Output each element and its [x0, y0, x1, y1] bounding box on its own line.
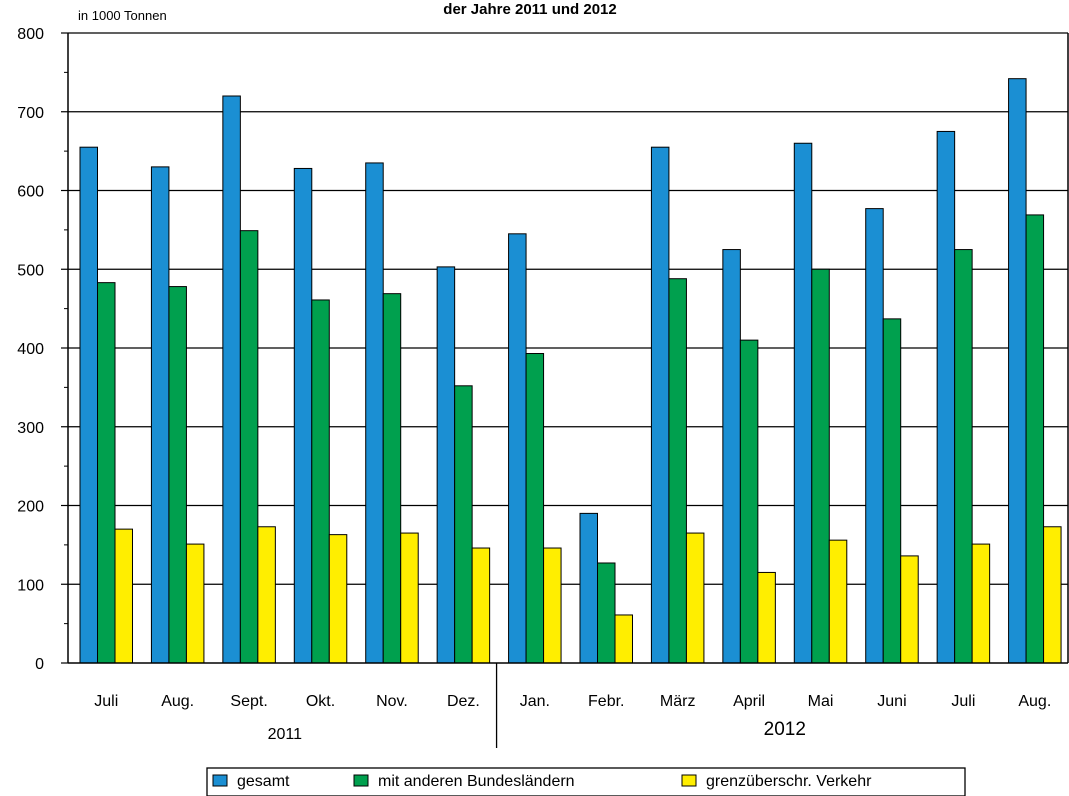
bar — [936, 130, 956, 664]
y-tick-label: 800 — [17, 26, 44, 43]
axes — [61, 32, 1069, 748]
bar — [508, 233, 527, 664]
bar — [471, 547, 491, 664]
bar — [1025, 214, 1045, 664]
x-tick-label: März — [660, 693, 696, 710]
bar — [150, 166, 170, 664]
bar — [97, 282, 116, 664]
x-tick-label: Jan. — [520, 693, 550, 710]
bar — [668, 278, 687, 664]
bar — [365, 162, 384, 664]
legend-swatch — [212, 774, 228, 787]
y-tick-label: 100 — [17, 577, 44, 594]
bar — [954, 249, 973, 664]
bar — [454, 385, 473, 664]
bar — [579, 512, 598, 664]
x-tick-label: Okt. — [306, 693, 335, 710]
x-tick-label: Febr. — [588, 693, 624, 710]
bar — [257, 526, 276, 664]
x-tick-label: Mai — [808, 693, 834, 710]
bar — [793, 142, 813, 664]
legend-swatch — [353, 774, 369, 787]
bar — [293, 167, 313, 664]
legend-box — [206, 767, 966, 796]
bar — [382, 293, 402, 664]
bar — [222, 95, 241, 664]
bar — [114, 528, 133, 664]
bar — [597, 562, 616, 664]
y-tick-label: 200 — [17, 499, 44, 516]
x-tick-label: Juli — [94, 693, 118, 710]
bar — [865, 208, 884, 664]
y-unit-label: in 1000 Tonnen — [78, 8, 167, 23]
bar — [757, 571, 776, 664]
x-tick-label: Nov. — [376, 693, 408, 710]
bar — [328, 534, 348, 664]
x-tick-labels: Juli Aug. Sept. Okt. Nov. Dez. Jan. Febr. März Ap… — [94, 693, 1051, 710]
bar — [650, 146, 670, 664]
bar — [185, 543, 205, 664]
bars — [79, 78, 1062, 664]
y-tick-labels: 0 100 200 300 400 500 600 700 800 — [17, 26, 44, 673]
gridlines — [68, 32, 1068, 585]
year-label: 2011 — [268, 726, 303, 743]
bar — [971, 543, 991, 664]
bar — [311, 299, 330, 664]
y-tick-label: 700 — [17, 105, 44, 122]
x-tick-label: April — [733, 693, 765, 710]
legend: gesamt mit anderen Bundesländern grenzüber… — [206, 767, 966, 796]
bar — [543, 547, 562, 664]
bar — [1008, 78, 1027, 664]
y-tick-label: 300 — [17, 420, 44, 437]
y-tick-label: 0 — [35, 656, 44, 673]
year-label: 2012 — [764, 719, 806, 740]
bar — [722, 249, 741, 664]
bar — [525, 353, 545, 664]
x-tick-label: Sept. — [230, 693, 267, 710]
legend-swatch — [681, 774, 697, 787]
legend-label: grenzüberschr. Verkehr — [706, 773, 872, 790]
legend-label: gesamt — [237, 773, 290, 790]
y-tick-label: 400 — [17, 341, 44, 358]
bar — [811, 268, 830, 664]
bar — [436, 266, 456, 664]
x-tick-label: Dez. — [447, 693, 480, 710]
bar — [685, 532, 705, 664]
x-tick-label: Juli — [951, 693, 975, 710]
year-labels: 2011 2012 — [268, 719, 806, 743]
bar — [828, 539, 848, 664]
bar — [900, 555, 919, 664]
legend-label: mit anderen Bundesländern — [378, 773, 575, 790]
y-tick-label: 500 — [17, 262, 44, 279]
bar — [739, 339, 759, 664]
bar — [79, 146, 98, 664]
x-tick-label: Aug. — [1018, 693, 1051, 710]
bar — [239, 230, 259, 664]
bar — [1043, 526, 1062, 664]
bar — [614, 614, 633, 664]
chart-title: der Jahre 2011 und 2012 — [443, 1, 616, 18]
bar — [400, 532, 419, 664]
y-tick-label: 600 — [17, 184, 44, 201]
bar — [882, 318, 902, 664]
x-tick-label: Aug. — [161, 693, 194, 710]
bar — [168, 286, 187, 664]
x-tick-label: Juni — [877, 693, 906, 710]
